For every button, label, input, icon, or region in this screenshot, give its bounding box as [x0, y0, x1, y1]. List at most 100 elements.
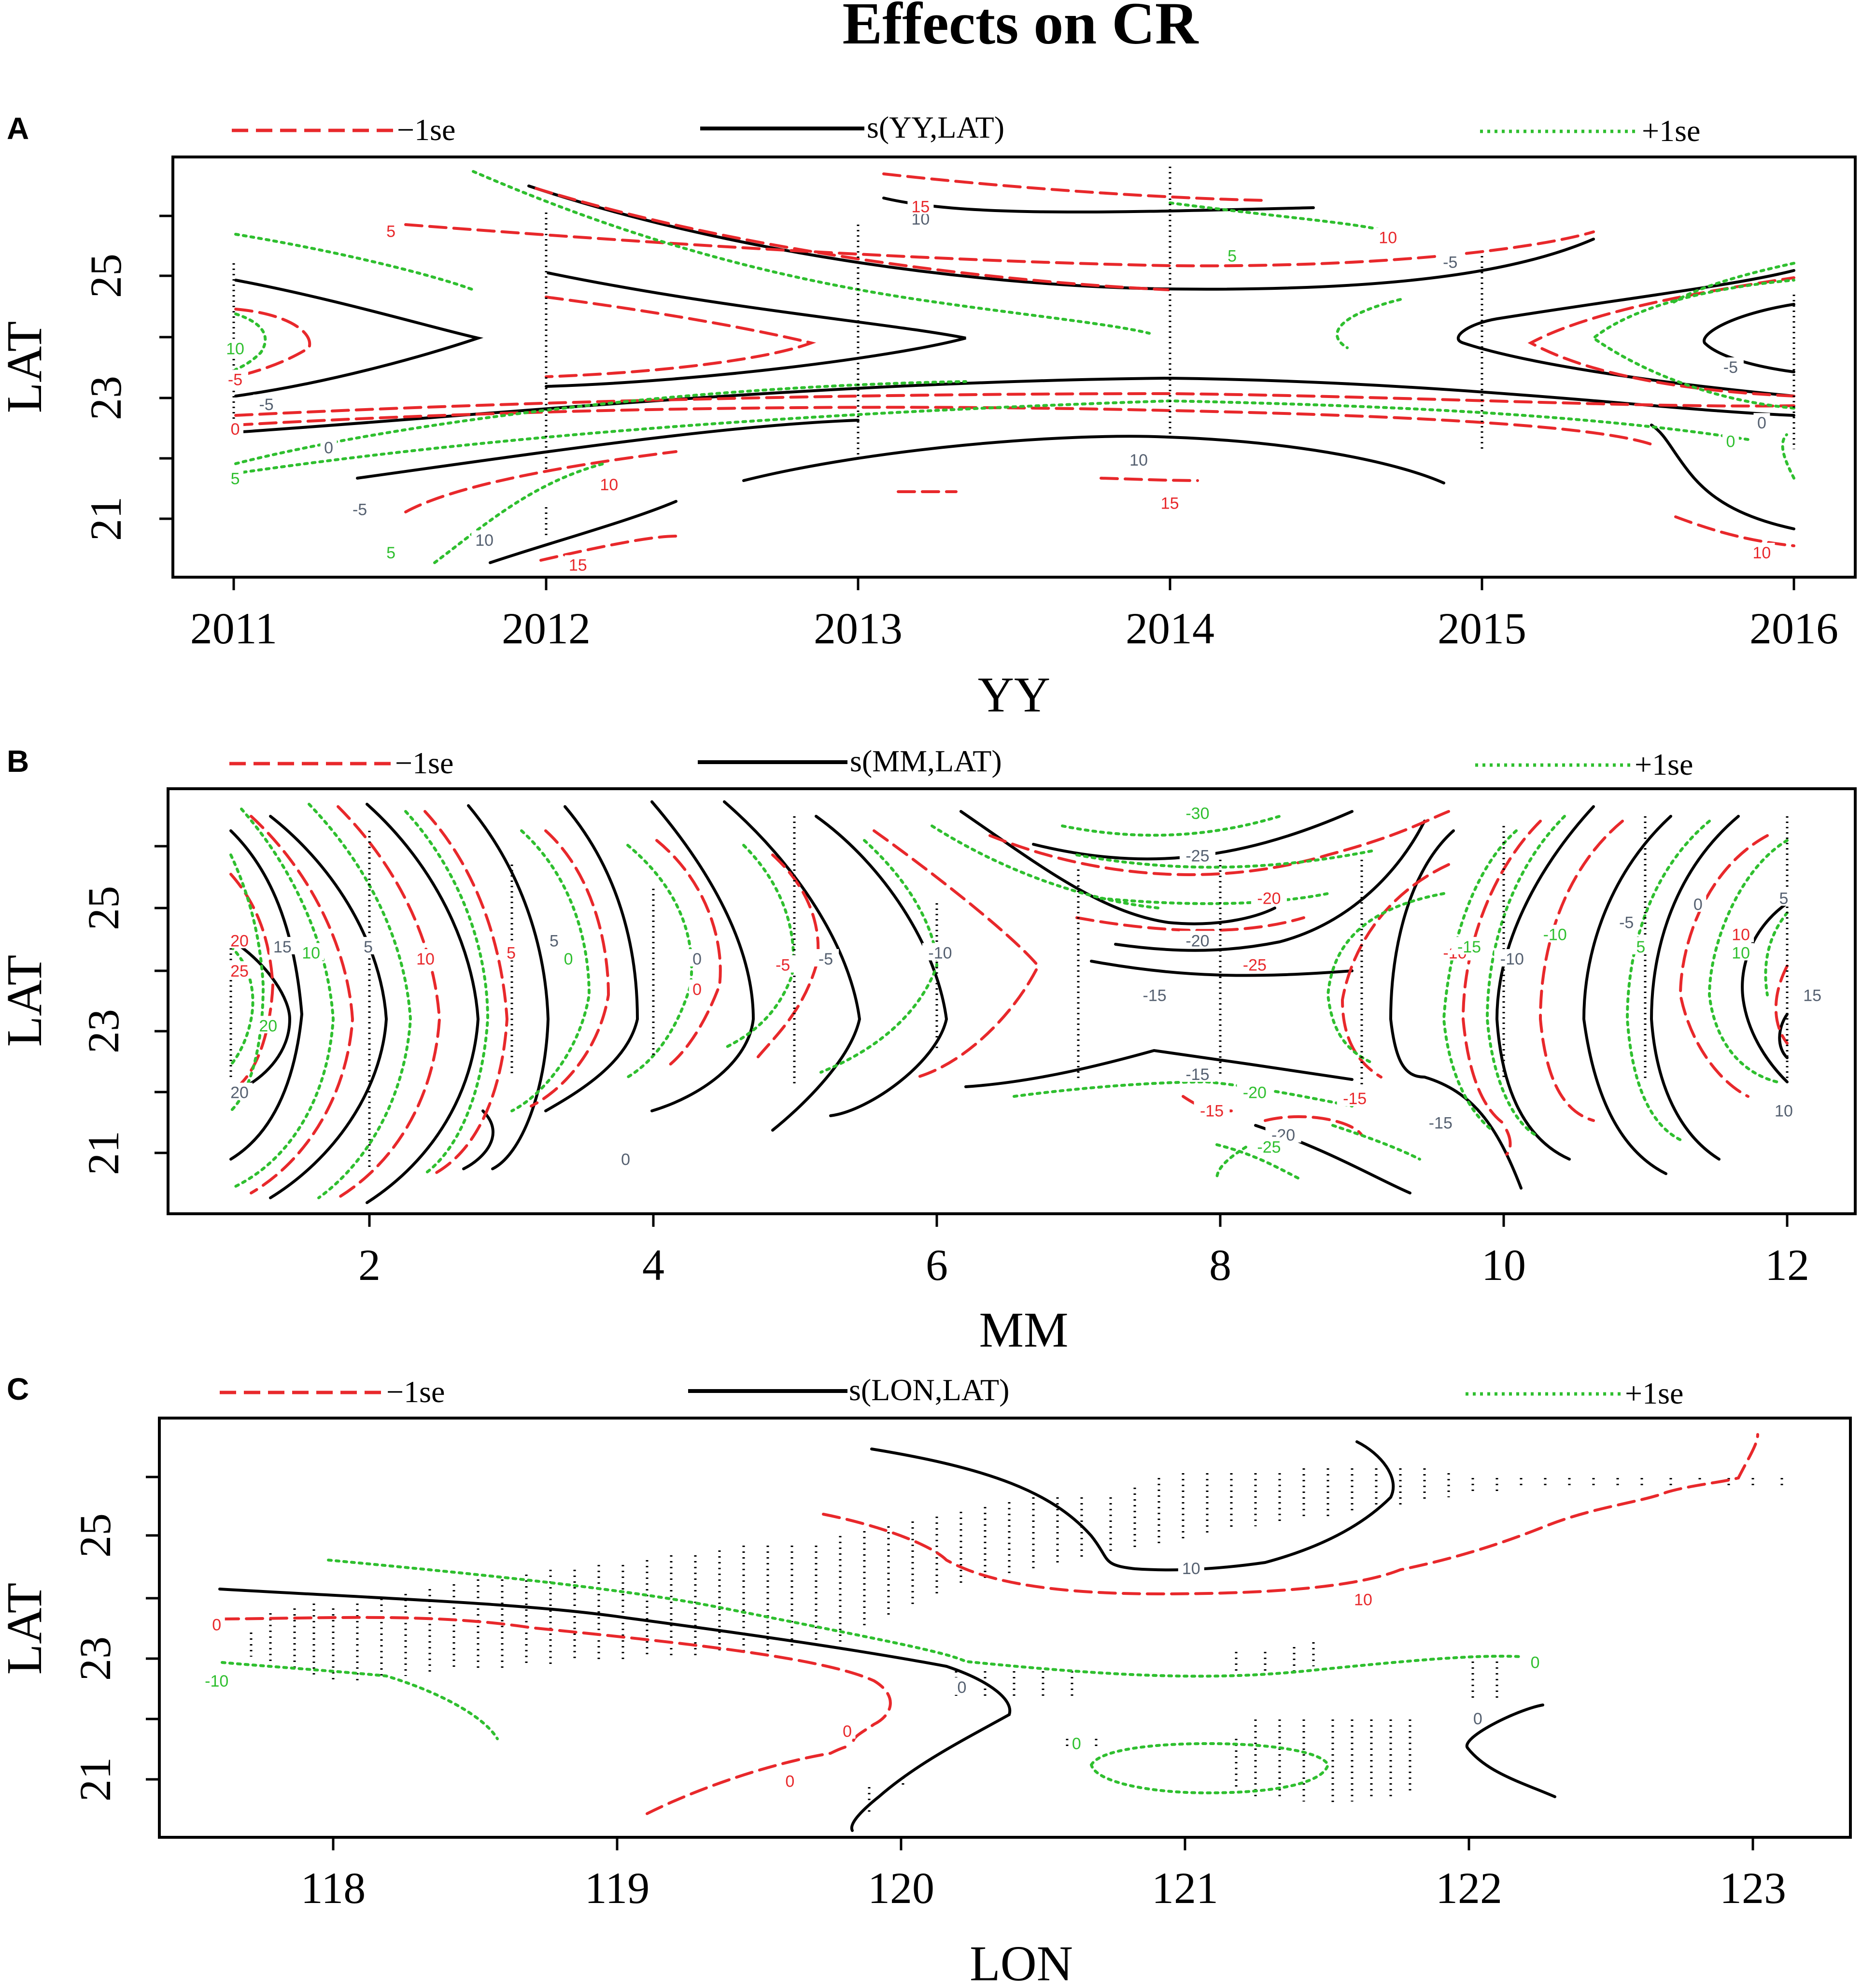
contour-label-fit: 0 — [692, 950, 702, 968]
y-tick-label: 25 — [71, 1513, 120, 1558]
contour-label-bg — [269, 937, 296, 954]
contour-label-bg — [839, 1721, 856, 1739]
panel-b-y-axis: 21 23 25 LAT — [0, 845, 168, 1175]
y-tick-label: 23 — [79, 1009, 128, 1053]
contour-label-bg — [1237, 955, 1273, 973]
contour-label-bg — [1137, 985, 1173, 1003]
contour-label-bg — [503, 943, 520, 961]
contour-label-fit: -15 — [1185, 1065, 1209, 1084]
panel-a-frame — [171, 156, 1857, 579]
panel-a-x-axis: 2011 2012 2013 2014 2015 2016 YY — [190, 577, 1838, 723]
x-tick-label: 118 — [301, 1863, 366, 1913]
panel-c-contour-labels: 10 0 0 0 0 0 10 -10 0 0 — [198, 1558, 1544, 1790]
panel-c-fit-contours — [218, 1440, 1556, 1832]
contour-label-bg — [1126, 450, 1152, 468]
y-tick-label: 25 — [79, 886, 128, 930]
panel-b-data-rugs — [229, 816, 1789, 1169]
contour-label-minus: 10 — [1753, 544, 1771, 562]
contour-label-minus: -15 — [1200, 1102, 1224, 1120]
contour-label-bg — [208, 1615, 225, 1633]
panel-c-x-axis: 118 119 120 121 122 123 LON — [301, 1837, 1786, 1988]
panel-b-fit-contours — [229, 800, 1789, 1204]
contour-label-fit: 5 — [364, 938, 373, 956]
contour-label-bg — [1157, 493, 1183, 511]
contour-label-bg — [1770, 1101, 1797, 1119]
panel-b-frame — [167, 787, 1857, 1215]
x-tick-label: 120 — [868, 1863, 934, 1913]
x-tick-label: 121 — [1152, 1863, 1218, 1913]
x-tick-label: 2012 — [502, 604, 591, 653]
contour-label-bg — [1753, 413, 1770, 431]
contour-label-plus: -20 — [1243, 1084, 1267, 1102]
contour-label-bg — [1799, 985, 1826, 1003]
y-tick-label: 23 — [71, 1636, 120, 1681]
contour-label-minus: 10 — [1354, 1591, 1372, 1609]
contour-label-plus: -15 — [1457, 938, 1481, 956]
contour-label-plus: 5 — [1636, 938, 1645, 956]
panel-c-contours — [218, 1433, 1759, 1832]
panel-a-minus-contours — [234, 172, 1795, 562]
contour-label-plus: 5 — [1227, 247, 1237, 266]
contour-label-minus: 0 — [843, 1722, 852, 1741]
contour-label-fit: -25 — [1185, 847, 1209, 865]
contour-label-fit: -10 — [1500, 950, 1524, 968]
contour-label-bg — [781, 1771, 798, 1789]
contour-label-minus: 10 — [1379, 228, 1397, 247]
contour-label-plus: -10 — [1543, 926, 1567, 944]
contour-label-fit: -15 — [1143, 986, 1167, 1005]
panel-c-plus-contours — [221, 1559, 1523, 1795]
contour-label-bg — [1375, 227, 1401, 245]
contour-label-bg — [227, 419, 244, 437]
contour-label-bg — [770, 955, 796, 973]
contour-label-fit: 5 — [550, 932, 559, 950]
x-tick-label: 10 — [1481, 1240, 1526, 1290]
panel-c-legend: −1se s(LON,LAT) +1se — [220, 1373, 1683, 1410]
contour-label-bg — [1423, 1113, 1459, 1131]
x-tick-label: 2 — [358, 1240, 381, 1290]
legend-minus-label: −1se — [397, 113, 455, 147]
contour-label-bg — [1178, 1558, 1204, 1576]
panel-a-fit-contours — [234, 185, 1795, 564]
contour-label-plus: 5 — [386, 544, 395, 562]
panel-a-contours — [234, 170, 1795, 564]
contour-label-fit: 15 — [1803, 986, 1821, 1005]
contour-label-plus: 0 — [1726, 433, 1735, 451]
contour-label-minus: 5 — [507, 944, 516, 962]
contour-label-fit: 0 — [958, 1678, 967, 1697]
contour-label-minus: 5 — [386, 223, 395, 241]
contour-label-bg — [1690, 894, 1707, 912]
contour-label-bg — [1527, 1652, 1544, 1670]
contour-label-minus: 10 — [600, 476, 618, 494]
contour-label-minus: 15 — [1161, 494, 1179, 512]
contour-label-bg — [298, 943, 324, 961]
contour-label-fit: -10 — [928, 944, 952, 962]
legend-fit-label: s(MM,LAT) — [850, 744, 1002, 778]
contour-label-plus: 10 — [226, 340, 244, 358]
contour-label-fit: 0 — [1757, 414, 1766, 432]
contour-label-bg — [1613, 912, 1640, 930]
contour-label-bg — [1179, 846, 1215, 864]
contour-label-bg — [226, 961, 253, 979]
contour-label-minus: 10 — [416, 950, 435, 968]
x-tick-label: 12 — [1765, 1240, 1809, 1290]
contour-label-fit: 15 — [273, 938, 292, 956]
contour-label-bg — [560, 949, 577, 966]
contour-label-plus: -30 — [1185, 804, 1209, 823]
contour-label-bg — [1728, 943, 1754, 961]
contour-label-bg — [1537, 924, 1573, 942]
panel-c-frame — [158, 1417, 1852, 1839]
contour-label-plus: 0 — [1531, 1653, 1540, 1672]
contour-label-bg — [1237, 1082, 1273, 1100]
contour-label-fit: 10 — [1182, 1560, 1200, 1578]
legend-plus-label: +1se — [1642, 114, 1700, 148]
contour-label-bg — [226, 1082, 253, 1100]
contour-label-bg — [689, 949, 705, 966]
x-tick-label: 2013 — [814, 604, 903, 653]
contour-label-bg — [617, 1149, 634, 1167]
contour-label-bg — [813, 949, 839, 966]
legend-minus-label: −1se — [386, 1375, 445, 1409]
contour-label-minus: 10 — [1732, 926, 1750, 944]
figure-title: Effects on CR — [843, 0, 1199, 57]
contour-label-bg — [1632, 937, 1649, 954]
